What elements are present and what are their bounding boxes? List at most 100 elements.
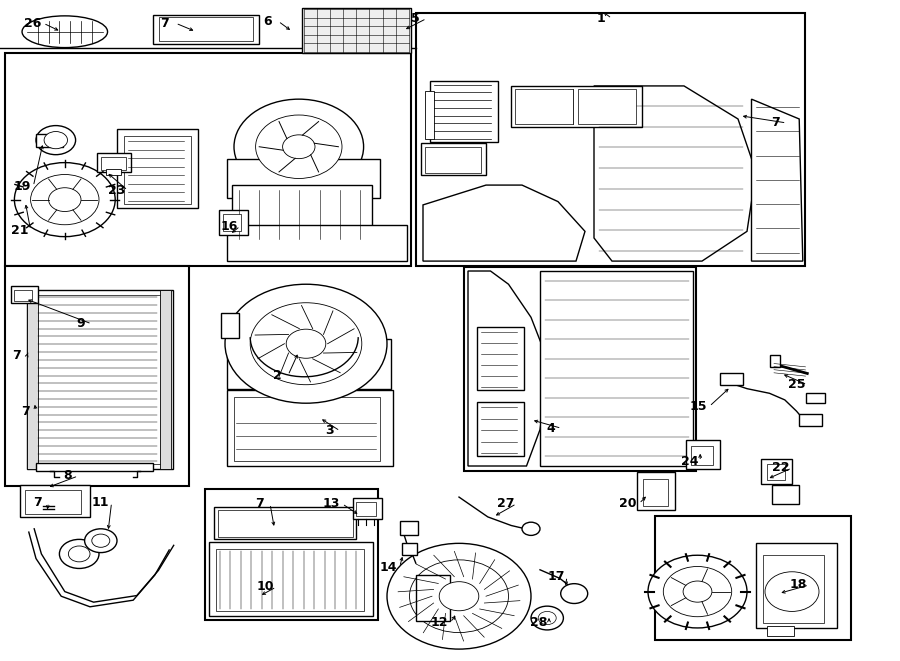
- Bar: [223, 214, 241, 231]
- Bar: [770, 355, 780, 367]
- Text: 13: 13: [322, 497, 340, 510]
- Bar: [799, 414, 822, 426]
- Bar: [425, 91, 434, 139]
- Bar: [25, 490, 81, 514]
- Text: 20: 20: [619, 497, 637, 510]
- Circle shape: [663, 566, 732, 617]
- Bar: [767, 626, 794, 636]
- Text: 7: 7: [33, 496, 42, 509]
- Circle shape: [85, 529, 117, 553]
- Bar: [464, 267, 696, 471]
- Text: 7: 7: [12, 349, 21, 362]
- Text: 17: 17: [547, 570, 565, 583]
- Circle shape: [250, 303, 362, 385]
- Bar: [511, 86, 642, 127]
- Text: 19: 19: [14, 180, 32, 193]
- Bar: [515, 89, 573, 124]
- Text: 22: 22: [772, 461, 790, 475]
- Bar: [806, 393, 825, 403]
- Bar: [234, 397, 380, 461]
- Bar: [686, 440, 720, 469]
- Bar: [36, 463, 153, 471]
- Circle shape: [14, 163, 115, 237]
- Bar: [416, 575, 450, 621]
- Circle shape: [256, 115, 342, 178]
- Bar: [691, 446, 713, 465]
- Bar: [402, 543, 417, 555]
- Bar: [425, 147, 481, 173]
- Bar: [477, 402, 524, 456]
- Circle shape: [522, 522, 540, 535]
- Bar: [36, 134, 63, 147]
- Bar: [218, 510, 353, 537]
- Bar: [353, 498, 382, 519]
- Text: 25: 25: [788, 378, 806, 391]
- Text: 14: 14: [380, 561, 398, 574]
- Bar: [4, 266, 189, 486]
- Text: 3: 3: [325, 424, 334, 438]
- Bar: [760, 459, 792, 484]
- Text: 8: 8: [63, 469, 72, 483]
- Bar: [756, 543, 837, 628]
- Text: 12: 12: [430, 616, 448, 629]
- Text: 18: 18: [789, 578, 807, 592]
- Text: 26: 26: [23, 17, 41, 30]
- Polygon shape: [594, 86, 756, 261]
- Bar: [11, 286, 38, 303]
- Circle shape: [36, 126, 76, 155]
- Text: 23: 23: [108, 184, 126, 197]
- Circle shape: [648, 555, 747, 628]
- Text: 7: 7: [160, 17, 169, 30]
- Text: 11: 11: [92, 496, 110, 509]
- Text: 1: 1: [597, 12, 606, 25]
- Text: 10: 10: [256, 580, 274, 594]
- Bar: [356, 502, 376, 516]
- Text: 7: 7: [771, 116, 780, 130]
- Text: 5: 5: [411, 12, 420, 25]
- Text: 21: 21: [11, 223, 29, 237]
- Polygon shape: [752, 99, 803, 261]
- Bar: [160, 290, 171, 469]
- Bar: [400, 521, 418, 535]
- Circle shape: [59, 539, 99, 568]
- Circle shape: [387, 543, 531, 649]
- Bar: [227, 159, 380, 198]
- Circle shape: [225, 284, 387, 403]
- Bar: [27, 290, 173, 469]
- Bar: [232, 185, 372, 245]
- Bar: [219, 210, 248, 235]
- Circle shape: [531, 606, 563, 630]
- Bar: [159, 17, 253, 41]
- Circle shape: [44, 132, 68, 149]
- Bar: [720, 373, 742, 385]
- Polygon shape: [540, 271, 693, 466]
- Text: 28: 28: [529, 616, 547, 629]
- Bar: [227, 339, 391, 389]
- Polygon shape: [468, 271, 549, 466]
- Bar: [214, 507, 356, 539]
- Text: 7: 7: [255, 497, 264, 510]
- Bar: [117, 129, 198, 208]
- Bar: [421, 143, 486, 175]
- Circle shape: [49, 188, 81, 212]
- Ellipse shape: [22, 16, 108, 48]
- Bar: [637, 472, 675, 510]
- Bar: [97, 153, 131, 172]
- Bar: [477, 327, 524, 390]
- Text: 16: 16: [220, 219, 238, 233]
- Text: 2: 2: [273, 369, 282, 382]
- Bar: [416, 13, 805, 266]
- Text: 4: 4: [546, 422, 555, 435]
- Bar: [34, 295, 164, 464]
- Bar: [643, 479, 668, 506]
- Bar: [106, 169, 121, 175]
- Bar: [124, 136, 191, 204]
- Bar: [209, 542, 373, 616]
- Circle shape: [92, 534, 110, 547]
- Circle shape: [410, 560, 508, 633]
- Bar: [227, 390, 393, 466]
- Bar: [205, 489, 378, 620]
- Text: 7: 7: [21, 405, 30, 418]
- Bar: [430, 81, 498, 142]
- Bar: [27, 290, 38, 469]
